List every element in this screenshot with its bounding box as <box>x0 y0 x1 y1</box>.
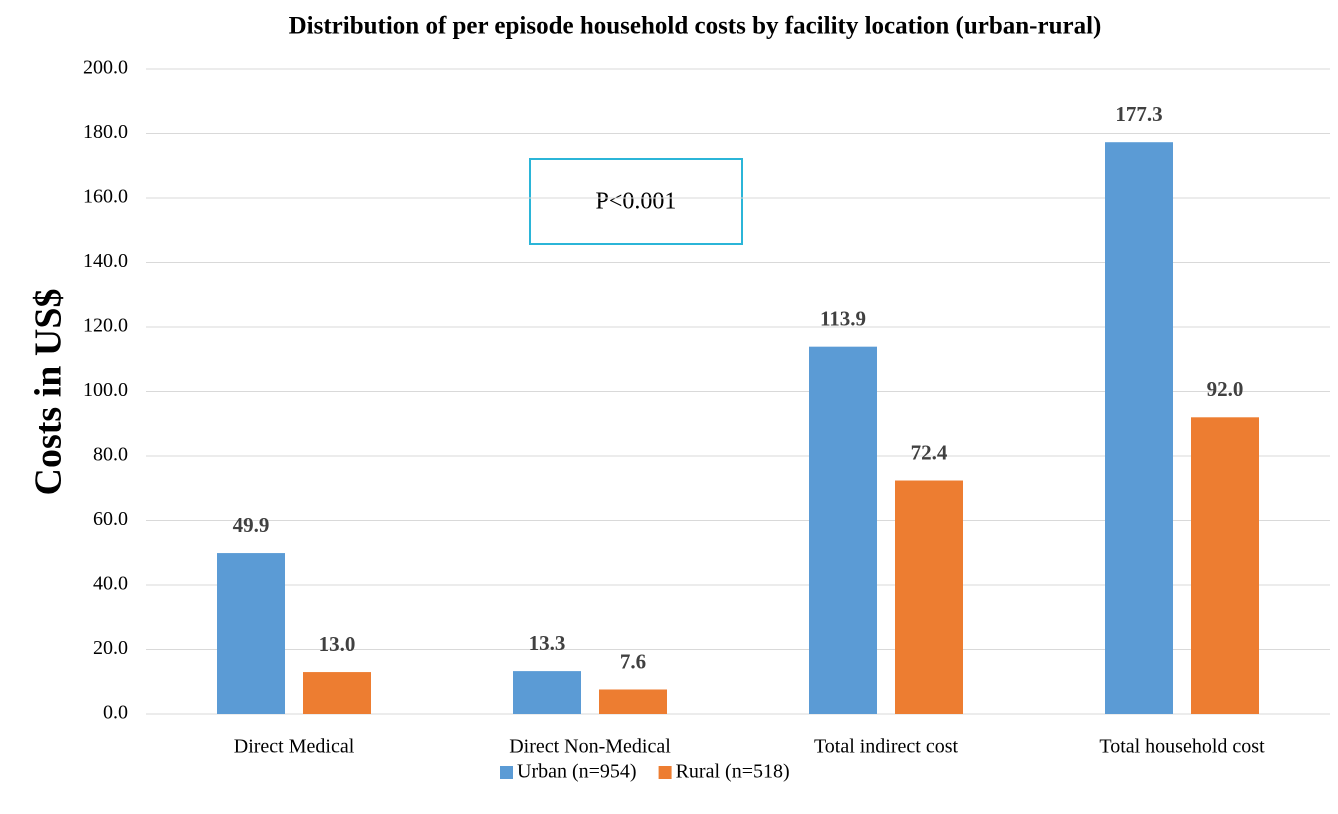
bar <box>599 689 667 714</box>
legend-label: Urban (n=954) <box>517 761 637 783</box>
y-tick-label: 180.0 <box>83 121 128 143</box>
bar <box>1105 142 1173 714</box>
y-tick-label: 60.0 <box>93 508 128 530</box>
chart-title: Distribution of per episode household co… <box>289 13 1102 40</box>
data-label: 113.9 <box>820 306 866 330</box>
bar <box>1191 417 1259 714</box>
data-label: 13.3 <box>529 631 566 655</box>
x-tick-label: Total household cost <box>1099 736 1265 758</box>
y-tick-label: 0.0 <box>103 702 128 724</box>
annotation: P<0.001 <box>596 189 677 215</box>
legend-label: Rural (n=518) <box>676 761 790 783</box>
bar <box>809 346 877 714</box>
data-label: 177.3 <box>1115 102 1162 126</box>
y-tick-label: 120.0 <box>83 315 128 337</box>
y-tick-label: 200.0 <box>83 57 128 79</box>
x-tick-label: Total indirect cost <box>814 736 959 758</box>
y-tick-label: 20.0 <box>93 637 128 659</box>
y-tick-label: 80.0 <box>93 444 128 466</box>
data-label: 92.0 <box>1207 377 1244 401</box>
y-tick-label: 100.0 <box>83 379 128 401</box>
data-label: 13.0 <box>319 632 356 656</box>
y-tick-label: 140.0 <box>83 250 128 272</box>
data-label: 49.9 <box>233 513 270 537</box>
bar <box>303 672 371 714</box>
bar <box>895 480 963 714</box>
x-tick-label: Direct Medical <box>234 736 355 758</box>
y-tick-label: 160.0 <box>83 186 128 208</box>
data-label: 72.4 <box>911 440 948 464</box>
annotation-box <box>529 158 743 245</box>
bar <box>217 553 285 714</box>
legend-swatch <box>500 766 513 779</box>
data-label: 7.6 <box>620 649 646 673</box>
legend-swatch <box>658 766 672 779</box>
y-tick-label: 40.0 <box>93 573 128 595</box>
x-tick-label: Direct Non-Medical <box>509 736 671 758</box>
bar <box>513 671 581 714</box>
y-axis-label: Costs in US$ <box>28 289 70 496</box>
